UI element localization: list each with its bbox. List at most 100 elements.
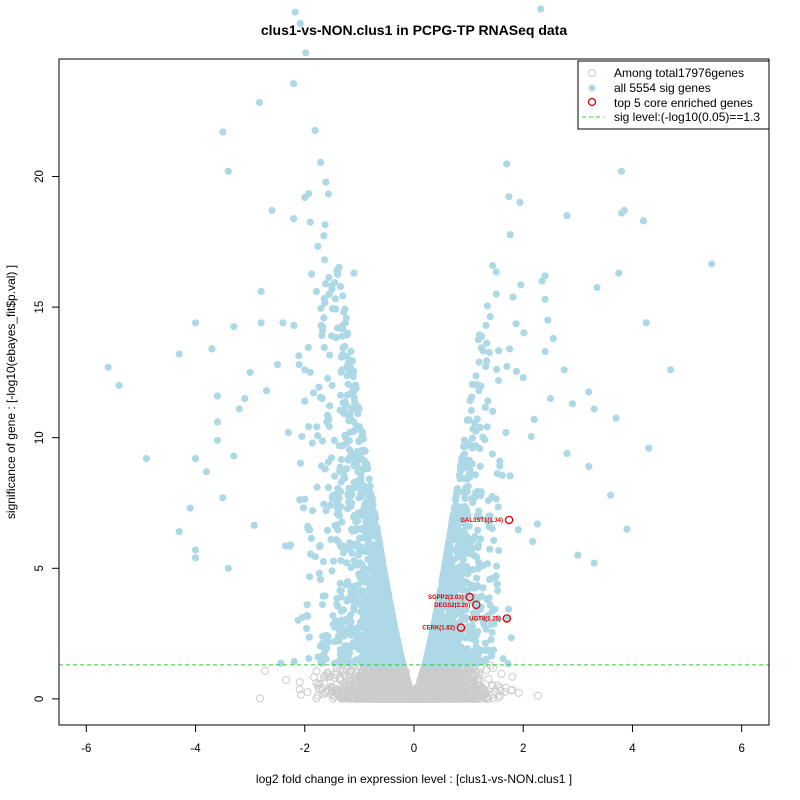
gene-point (488, 682, 497, 690)
sig-gene-point (516, 198, 524, 207)
gene-point (514, 688, 523, 697)
gene-point (256, 694, 265, 703)
sig-gene-point (321, 221, 329, 229)
sig-gene-point (324, 484, 332, 492)
sig-gene-point (347, 502, 355, 510)
sig-gene-point (496, 457, 504, 465)
gene-point (345, 670, 354, 679)
sig-gene-point (307, 550, 315, 558)
sig-gene-point (489, 261, 497, 270)
sig-gene-point (331, 472, 339, 480)
sig-gene-point (313, 483, 321, 491)
sig-gene-point (486, 313, 494, 321)
sig-gene-point (505, 605, 513, 613)
gene-point (501, 683, 510, 692)
sig-gene-point (520, 329, 528, 337)
sig-gene-point (483, 423, 491, 431)
gene-point (484, 674, 493, 683)
sig-gene-point (481, 403, 489, 411)
sig-gene-point (502, 429, 510, 437)
sig-gene-point (488, 450, 496, 458)
sig-gene-point (495, 547, 503, 555)
sig-gene-point (316, 575, 325, 584)
sig-gene-point (452, 494, 460, 502)
sig-gene-point (321, 256, 329, 264)
gene-point (315, 680, 324, 689)
sig-gene-point (318, 394, 326, 402)
sig-gene-point (325, 274, 333, 282)
sig-gene-point (299, 504, 307, 512)
sig-gene-point (472, 372, 480, 380)
sig-gene-point (325, 422, 333, 431)
gene-point (497, 669, 506, 678)
sig-gene-point (474, 526, 482, 534)
sig-gene-point (326, 351, 334, 359)
gene-point (500, 687, 509, 696)
gene-point (494, 693, 503, 702)
sig-gene-point (291, 8, 299, 16)
sig-gene-point (494, 503, 502, 511)
sig-gene-point (326, 402, 334, 410)
sig-gene-point (477, 382, 485, 390)
sig-gene-point (339, 292, 347, 300)
sig-gene-point (330, 436, 338, 444)
sig-gene-point (308, 270, 316, 278)
sig-gene-point (477, 488, 485, 496)
sig-gene-point (319, 557, 327, 566)
chart-title: clus1-vs-NON.clus1 in PCPG-TP RNASeq dat… (261, 22, 567, 38)
gene-point (309, 673, 318, 682)
sig-gene-point (485, 523, 493, 531)
sig-gene-point (484, 397, 492, 405)
sig-gene-point (482, 321, 490, 329)
sig-gene-point (509, 293, 517, 301)
gene-point (295, 678, 304, 686)
sig-gene-point (250, 521, 258, 529)
sig-gene-point (350, 557, 358, 565)
sig-gene-point (475, 358, 483, 366)
sig-gene-point (463, 416, 471, 424)
sig-gene-point (506, 231, 514, 239)
sig-gene-point (495, 347, 503, 355)
sig-gene-point (488, 628, 496, 637)
gene-point (533, 691, 542, 700)
sig-gene-point (483, 302, 491, 310)
sig-gene-point (356, 534, 364, 542)
sig-gene-point (303, 625, 311, 633)
sig-gene-point (296, 459, 305, 467)
sig-gene-point (315, 569, 323, 577)
sig-gene-point (305, 655, 313, 663)
sig-gene-point (479, 584, 487, 592)
gene-point (336, 673, 345, 682)
sig-gene-point (468, 442, 476, 450)
gene-point (303, 688, 312, 697)
sig-gene-point (490, 536, 498, 545)
sig-gene-point (324, 374, 332, 383)
sig-gene-point (337, 455, 345, 464)
sig-gene-point (492, 290, 500, 298)
sig-gene-point (302, 49, 310, 57)
sig-gene-point (468, 434, 476, 442)
sig-gene-point (467, 406, 475, 415)
sig-gene-point (318, 600, 327, 609)
sig-gene-point (320, 314, 328, 322)
sig-gene-point (255, 98, 263, 107)
sig-gene-point (475, 558, 483, 566)
gene-point (330, 670, 339, 679)
sig-gene-point (499, 655, 507, 663)
sig-gene-point (305, 633, 313, 641)
sig-gene-point (492, 268, 500, 276)
sig-gene-point (295, 361, 303, 369)
sig-gene-point (277, 659, 285, 667)
sig-gene-point (494, 587, 502, 595)
gene-point (486, 661, 495, 670)
sig-gene-point (328, 567, 336, 575)
sig-gene-point (527, 432, 535, 441)
sig-gene-point (331, 623, 339, 631)
sig-gene-point (308, 439, 316, 447)
gene-point (347, 665, 356, 674)
sig-gene-point (285, 542, 294, 550)
gene-point (328, 694, 337, 703)
sig-gene-point (296, 19, 304, 27)
sig-gene-point (306, 218, 314, 226)
